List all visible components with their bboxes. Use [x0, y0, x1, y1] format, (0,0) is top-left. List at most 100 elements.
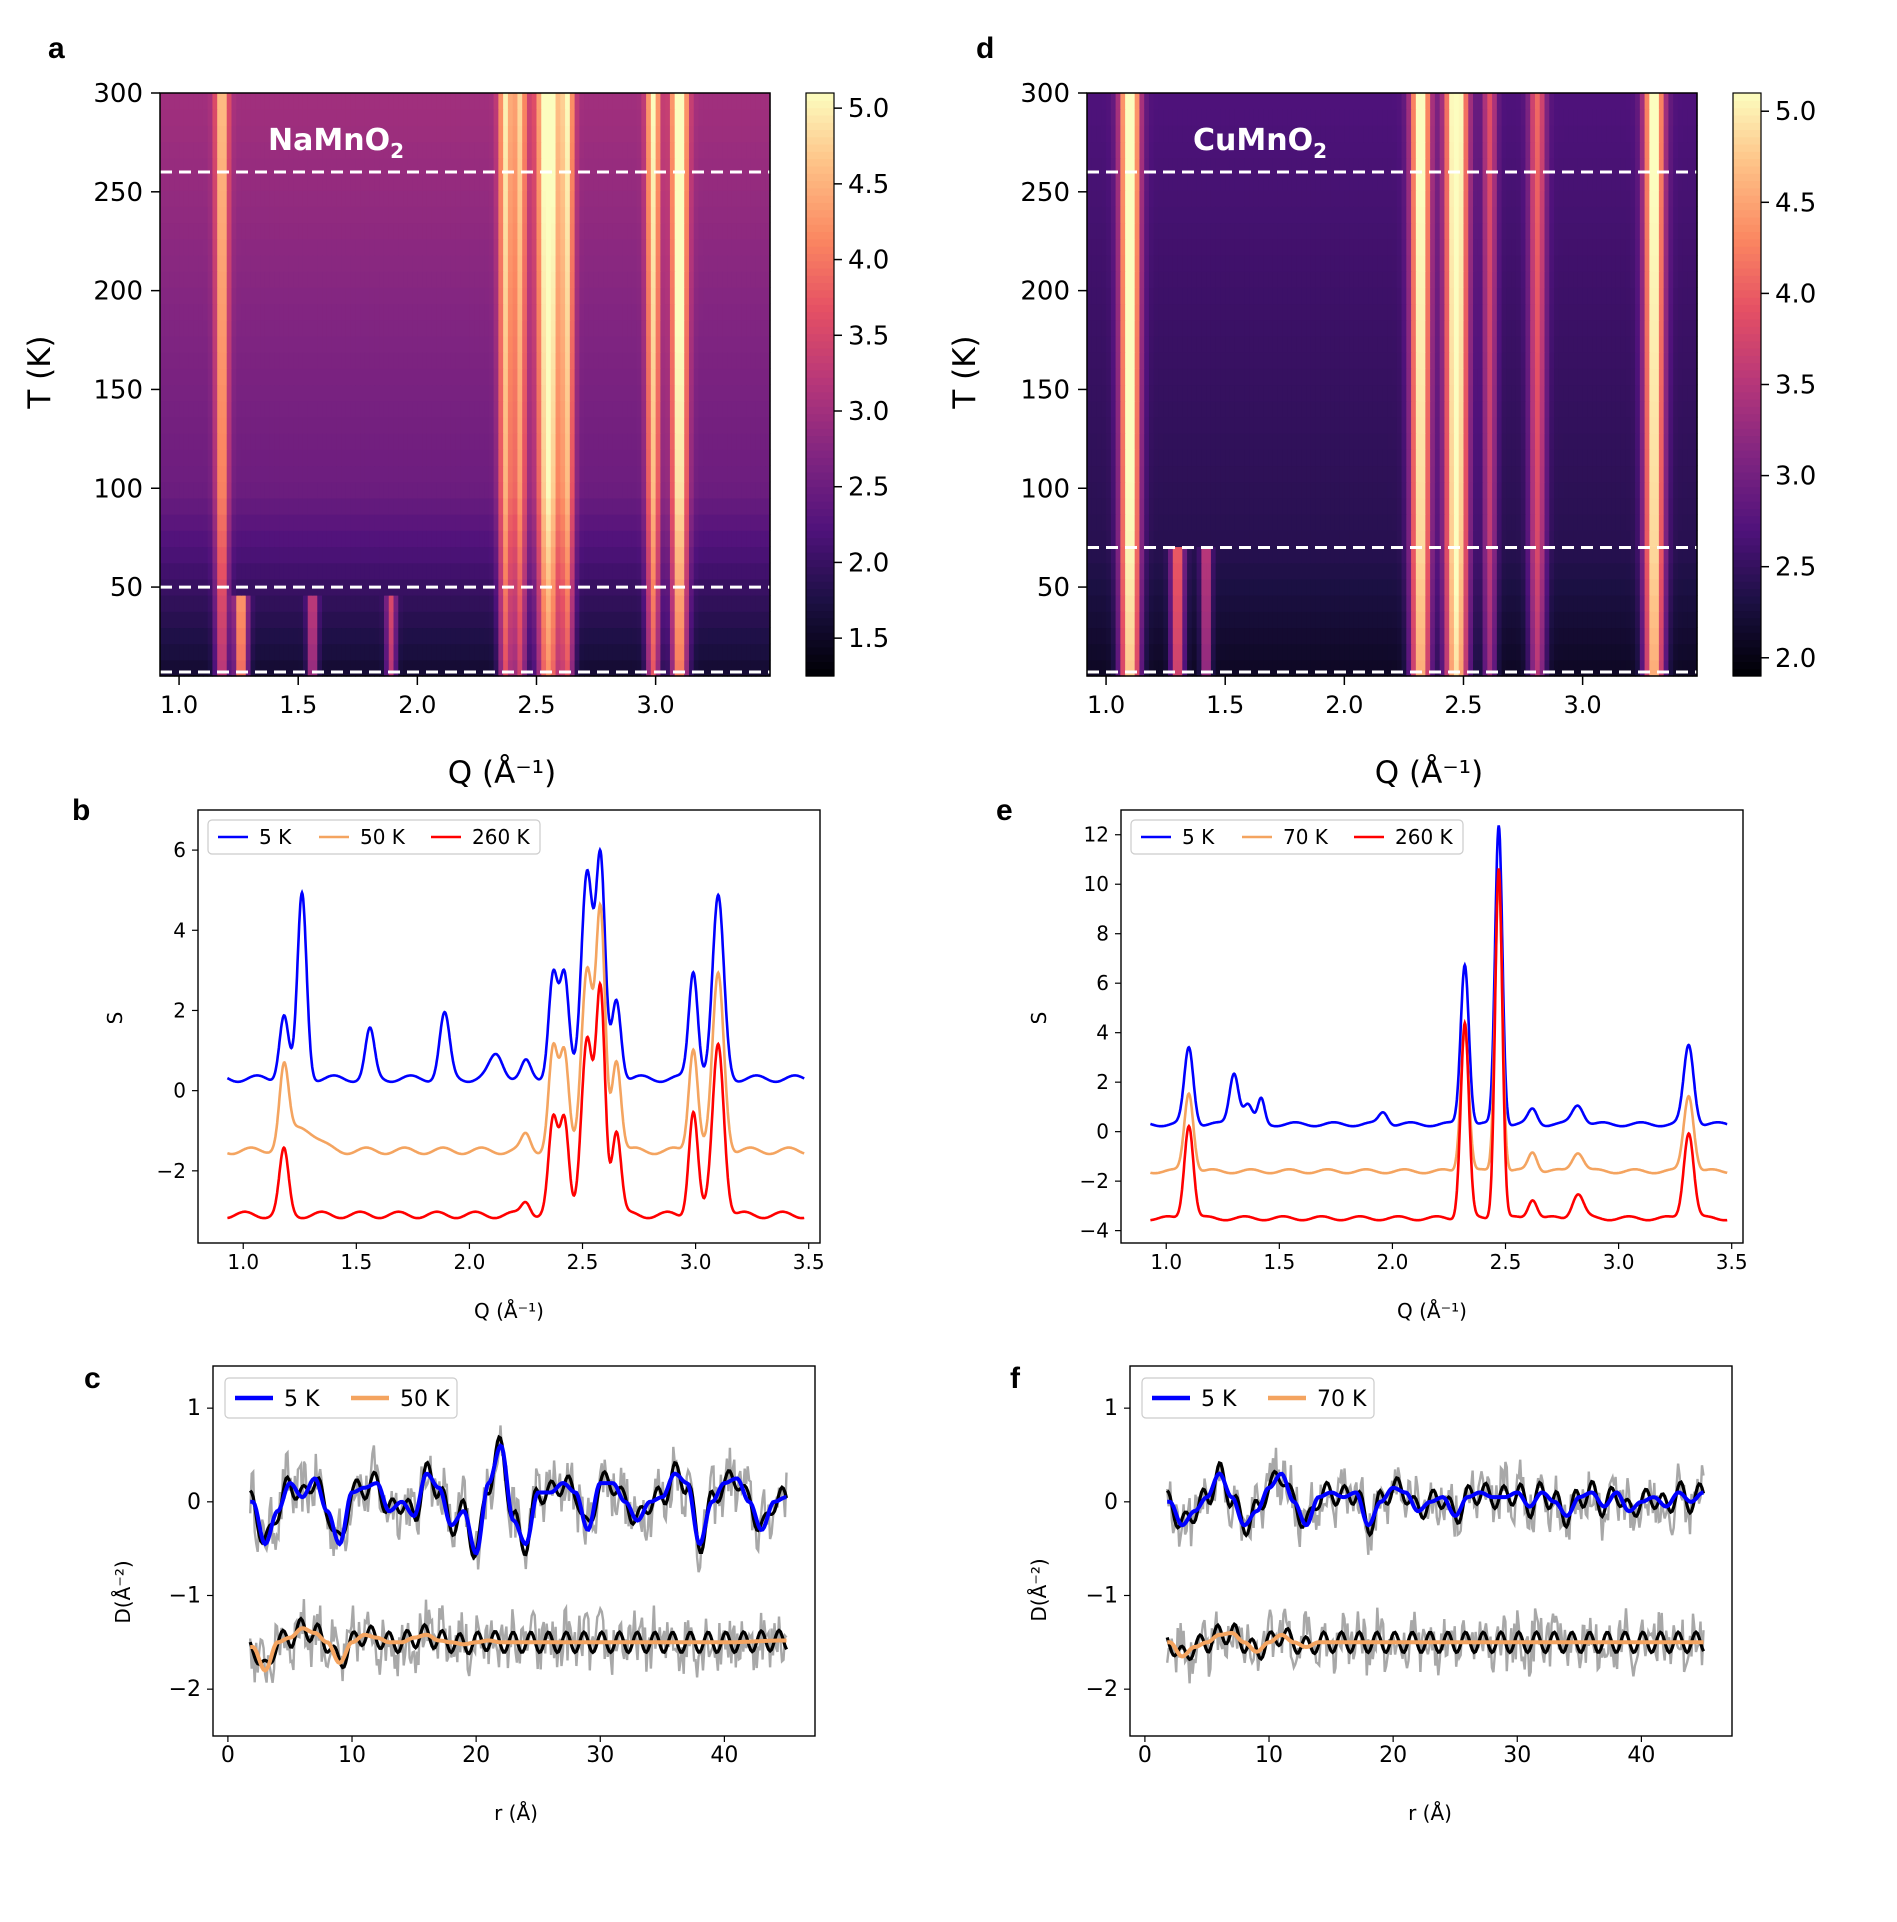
- heatmap-cell: [693, 416, 700, 434]
- heatmap-cell: [293, 335, 299, 353]
- heatmap-cell: [584, 125, 590, 143]
- heatmap-cell: [455, 578, 461, 596]
- heatmap-cell: [607, 497, 614, 515]
- heatmap-cell: [526, 254, 533, 272]
- heatmap-cell: [445, 93, 452, 110]
- heatmap-cell: [555, 109, 561, 126]
- heatmap-cell: [760, 238, 766, 256]
- heatmap-cell: [326, 384, 333, 402]
- heatmap-cell: [536, 562, 542, 580]
- heatmap-cell: [269, 449, 275, 467]
- heatmap-cell: [350, 287, 356, 305]
- heatmap-cell: [488, 157, 495, 175]
- heatmap-cell: [688, 659, 695, 677]
- heatmap-cell: [450, 546, 457, 564]
- heatmap-cell: [1306, 643, 1312, 661]
- heatmap-cell: [479, 643, 485, 661]
- heatmap-cell: [374, 254, 380, 272]
- heatmap-cell: [655, 109, 661, 126]
- heatmap-cell: [169, 303, 175, 321]
- heatmap-cell: [298, 416, 304, 434]
- heatmap-cell: [569, 335, 576, 353]
- heatmap-cell: [522, 416, 528, 434]
- heatmap-cell: [293, 93, 299, 110]
- heatmap-cell: [255, 433, 261, 450]
- heatmap-cell: [674, 125, 681, 143]
- heatmap-cell: [546, 530, 552, 548]
- heatmap-cell: [717, 562, 723, 580]
- heatmap-cell: [465, 368, 471, 386]
- heatmap-cell: [607, 335, 614, 353]
- heatmap-cell: [493, 335, 499, 353]
- heatmap-cell: [569, 190, 576, 207]
- heatmap-cell: [403, 222, 409, 240]
- heatmap-cell: [450, 481, 457, 499]
- heatmap-cell: [684, 157, 690, 175]
- heatmap-cell: [488, 384, 495, 402]
- heatmap-cell: [631, 514, 638, 531]
- heatmap-cell: [469, 611, 476, 629]
- heatmap-cell: [1687, 659, 1693, 677]
- heatmap-cell: [174, 659, 180, 677]
- heatmap-cell: [607, 611, 614, 629]
- heatmap-cell: [531, 368, 538, 386]
- heatmap-cell: [264, 400, 271, 418]
- heatmap-cell: [436, 611, 442, 629]
- heatmap-cell: [1620, 659, 1627, 677]
- heatmap-cell: [536, 546, 542, 564]
- heatmap-cell: [207, 352, 214, 369]
- heatmap-cell: [507, 287, 514, 305]
- heatmap-cell: [574, 400, 580, 418]
- heatmap-cell: [760, 254, 766, 272]
- heatmap-cell: [479, 109, 485, 126]
- heatmap-cell: [522, 627, 528, 645]
- heatmap-cell: [250, 384, 256, 402]
- heatmap-cell: [393, 335, 399, 353]
- heatmap-cell: [179, 287, 185, 305]
- heatmap-cell: [550, 433, 557, 450]
- dashed-lines-a: [160, 170, 770, 674]
- x-tick-label: 1.5: [279, 691, 317, 719]
- heatmap-cell: [565, 643, 571, 661]
- heatmap-cell: [264, 433, 271, 450]
- heatmap-cell: [331, 497, 337, 515]
- heatmap-cell: [422, 141, 428, 159]
- heatmap-cell: [574, 384, 580, 402]
- heatmap-cell: [731, 303, 738, 321]
- heatmap-cell: [750, 238, 757, 256]
- heatmap-cell: [612, 109, 619, 126]
- heatmap-cell: [264, 368, 271, 386]
- heatmap-cell: [188, 254, 194, 272]
- heatmap-cell: [417, 93, 423, 110]
- heatmap-cell: [226, 352, 233, 369]
- heatmap-cell: [674, 659, 681, 677]
- heatmap-cell: [169, 497, 175, 515]
- heatmap-cell: [255, 497, 261, 515]
- heatmap-cell: [579, 125, 585, 143]
- heatmap-cell: [445, 271, 452, 288]
- heatmap-cell: [708, 514, 714, 531]
- heatmap-cell: [298, 384, 304, 402]
- heatmap-cell: [426, 93, 433, 110]
- heatmap-cell: [1615, 643, 1622, 661]
- heatmap-cell: [598, 173, 604, 191]
- heatmap-cell: [341, 368, 347, 386]
- heatmap-cell: [221, 530, 228, 548]
- heatmap-cell: [641, 433, 647, 450]
- heatmap-cell: [269, 643, 275, 661]
- heatmap-cell: [498, 206, 504, 224]
- heatmap-cell: [469, 384, 476, 402]
- heatmap-cell: [407, 465, 414, 483]
- heatmap-cell: [1344, 643, 1350, 661]
- heatmap-cell: [217, 497, 223, 515]
- heatmap-cell: [283, 611, 290, 629]
- heatmap-cell: [593, 254, 600, 272]
- heatmap-cell: [569, 643, 576, 661]
- heatmap-cell: [279, 611, 285, 629]
- heatmap-cell: [183, 562, 190, 580]
- heatmap-cell: [588, 254, 595, 272]
- heatmap-cell: [684, 254, 690, 272]
- heatmap-cell: [193, 190, 199, 207]
- heatmap-cell: [350, 433, 356, 450]
- heatmap-cell: [641, 303, 647, 321]
